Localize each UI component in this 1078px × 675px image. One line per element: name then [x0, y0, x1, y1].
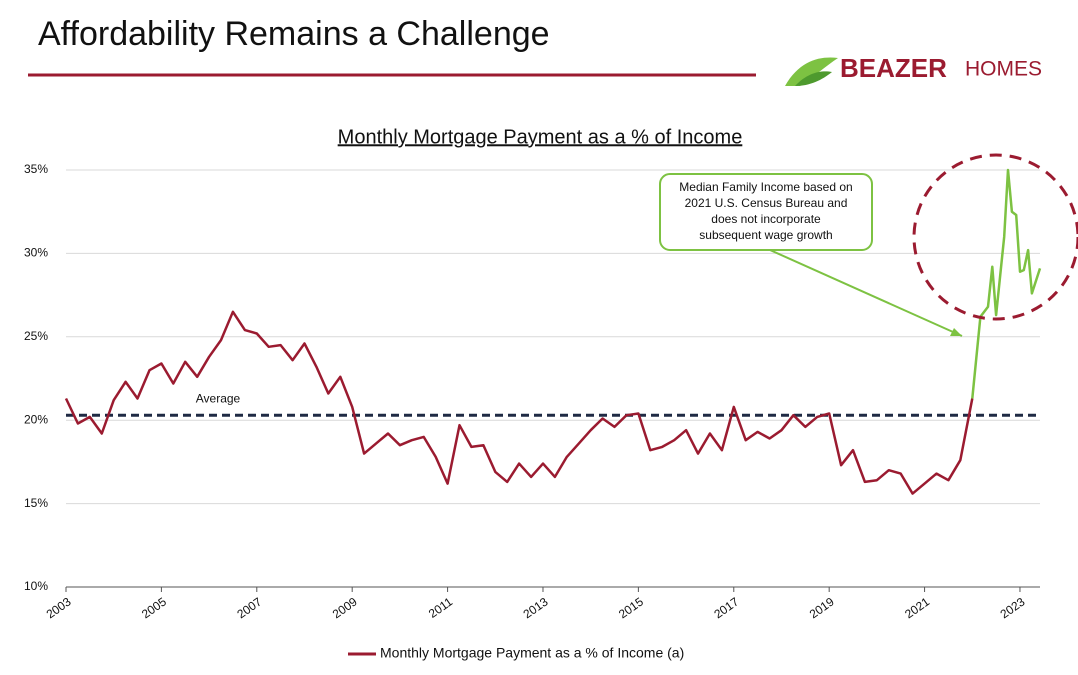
logo: BEAZER HOMES: [785, 53, 1042, 86]
plot: 10% 15% 20% 25% 30% 35% 2003 2005 2007 2009 2011 20…: [24, 162, 1042, 661]
x-tick-label: 2023: [998, 594, 1028, 621]
logo-leaf: [795, 71, 832, 86]
y-tick-label: 15%: [24, 496, 48, 510]
callout-arrow: [769, 249, 963, 337]
arrow-head: [950, 328, 962, 336]
logo-suffix: HOMES: [965, 58, 1042, 81]
annotation: Median Family Income based on 2021 U.S. C…: [679, 180, 852, 242]
series-line: [64, 310, 974, 495]
average-label: Average: [196, 391, 241, 405]
x-tick-label: 2021: [902, 594, 932, 621]
annotation-line: does not incorporate: [711, 212, 821, 226]
chart-title: Monthly Mortgage Payment as a % of Incom…: [338, 126, 743, 148]
highlight-line: [971, 168, 1042, 399]
annotation-line: Median Family Income based on: [679, 180, 852, 194]
y-tick-label: 25%: [24, 329, 48, 343]
y-tick-label: 35%: [24, 162, 48, 176]
logo-leaf: [785, 57, 838, 86]
x-tick-label: 2003: [44, 594, 74, 621]
x-tick-label: 2017: [711, 594, 741, 621]
x-tick-label: 2005: [139, 594, 169, 621]
logo-brand: BEAZER: [840, 53, 947, 83]
x-tick-label: 2013: [521, 594, 551, 621]
y-tick-label: 30%: [24, 246, 48, 260]
x-tick-label: 2007: [234, 594, 264, 621]
annotation-line: subsequent wage growth: [699, 228, 832, 242]
highlight-circle: [912, 153, 1078, 321]
y-tick-label: 20%: [24, 412, 48, 426]
legend-label: Monthly Mortgage Payment as a % of Incom…: [380, 645, 684, 661]
annotation-line: 2021 U.S. Census Bureau and: [685, 196, 848, 210]
x-tick-label: 2009: [330, 594, 360, 621]
x-tick-label: 2019: [807, 594, 837, 621]
page-title: Affordability Remains a Challenge: [38, 15, 550, 53]
callout-box: [659, 173, 873, 251]
x-tick-label: 2015: [616, 594, 646, 621]
x-tick-label: 2011: [426, 594, 455, 620]
y-tick-label: 10%: [24, 579, 48, 593]
